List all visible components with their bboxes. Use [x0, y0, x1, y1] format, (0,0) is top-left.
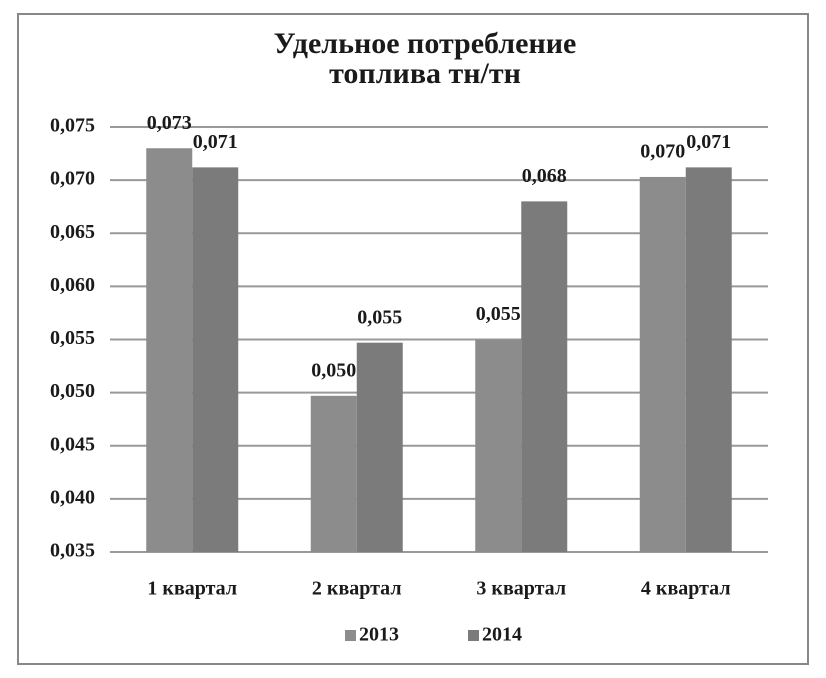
y-tick-label: 0,055 — [50, 327, 95, 349]
x-tick-label: 4 квартал — [641, 578, 731, 600]
data-label: 0,055 — [476, 303, 521, 325]
y-tick-label: 0,040 — [50, 486, 95, 508]
legend-label: 2013 — [359, 624, 399, 646]
bar — [146, 148, 193, 552]
bar — [310, 395, 357, 552]
bar — [639, 176, 686, 552]
y-tick-label: 0,060 — [50, 274, 95, 296]
data-label: 0,070 — [640, 141, 685, 163]
y-tick-label: 0,065 — [50, 221, 95, 243]
data-label: 0,071 — [193, 131, 238, 153]
y-tick-label: 0,050 — [50, 380, 95, 402]
x-tick-label: 2 квартал — [312, 578, 402, 600]
legend-swatch — [468, 630, 479, 641]
bar — [521, 201, 568, 552]
bar — [192, 167, 239, 552]
y-tick-label: 0,075 — [50, 115, 95, 137]
data-label: 0,073 — [147, 112, 192, 134]
legend-swatch — [345, 630, 356, 641]
legend-label: 2014 — [482, 624, 522, 646]
x-tick-label: 3 квартал — [476, 578, 566, 600]
y-tick-label: 0,035 — [50, 540, 95, 562]
chart-title: Удельное потребление — [274, 27, 577, 60]
y-tick-label: 0,070 — [50, 168, 95, 190]
data-label: 0,050 — [311, 359, 356, 381]
chart-title: топлива тн/тн — [329, 57, 521, 90]
data-label: 0,055 — [357, 306, 402, 328]
y-tick-label: 0,045 — [50, 433, 95, 455]
x-tick-label: 1 квартал — [147, 578, 237, 600]
data-label: 0,071 — [686, 131, 731, 153]
data-label: 0,068 — [522, 165, 567, 187]
bar — [685, 167, 732, 552]
bar — [475, 339, 522, 552]
bar — [356, 342, 403, 552]
